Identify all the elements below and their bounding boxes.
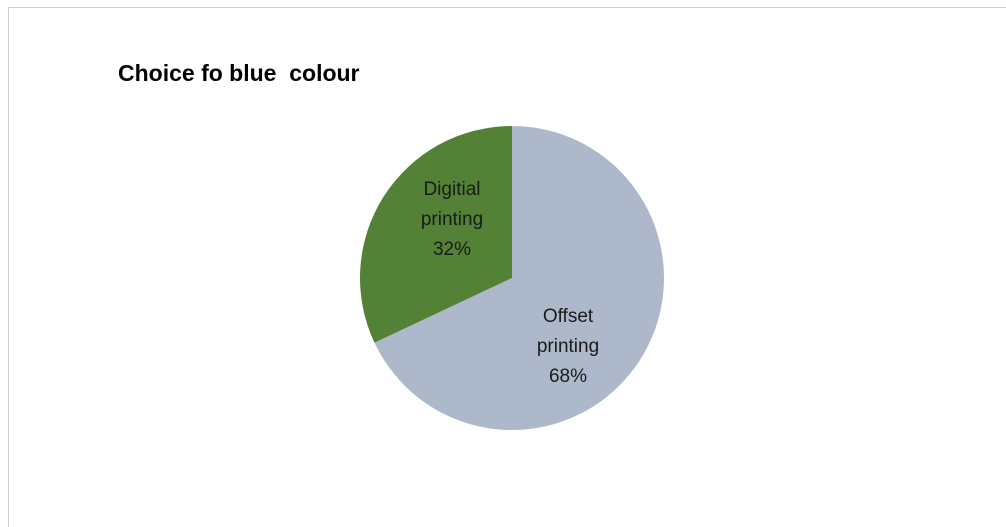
pie-slice-1 (360, 126, 512, 343)
slice-data-label-0: Offset printing 68% (537, 306, 599, 387)
pie-slice-0 (374, 126, 664, 430)
pie-chart: Offset printing 68% Digitial printing 32% (360, 126, 664, 430)
slice-data-label-1: Digitial printing 32% (421, 179, 483, 260)
chart-title: Choice fo blue colour (118, 60, 360, 86)
chart-frame (8, 7, 1006, 527)
